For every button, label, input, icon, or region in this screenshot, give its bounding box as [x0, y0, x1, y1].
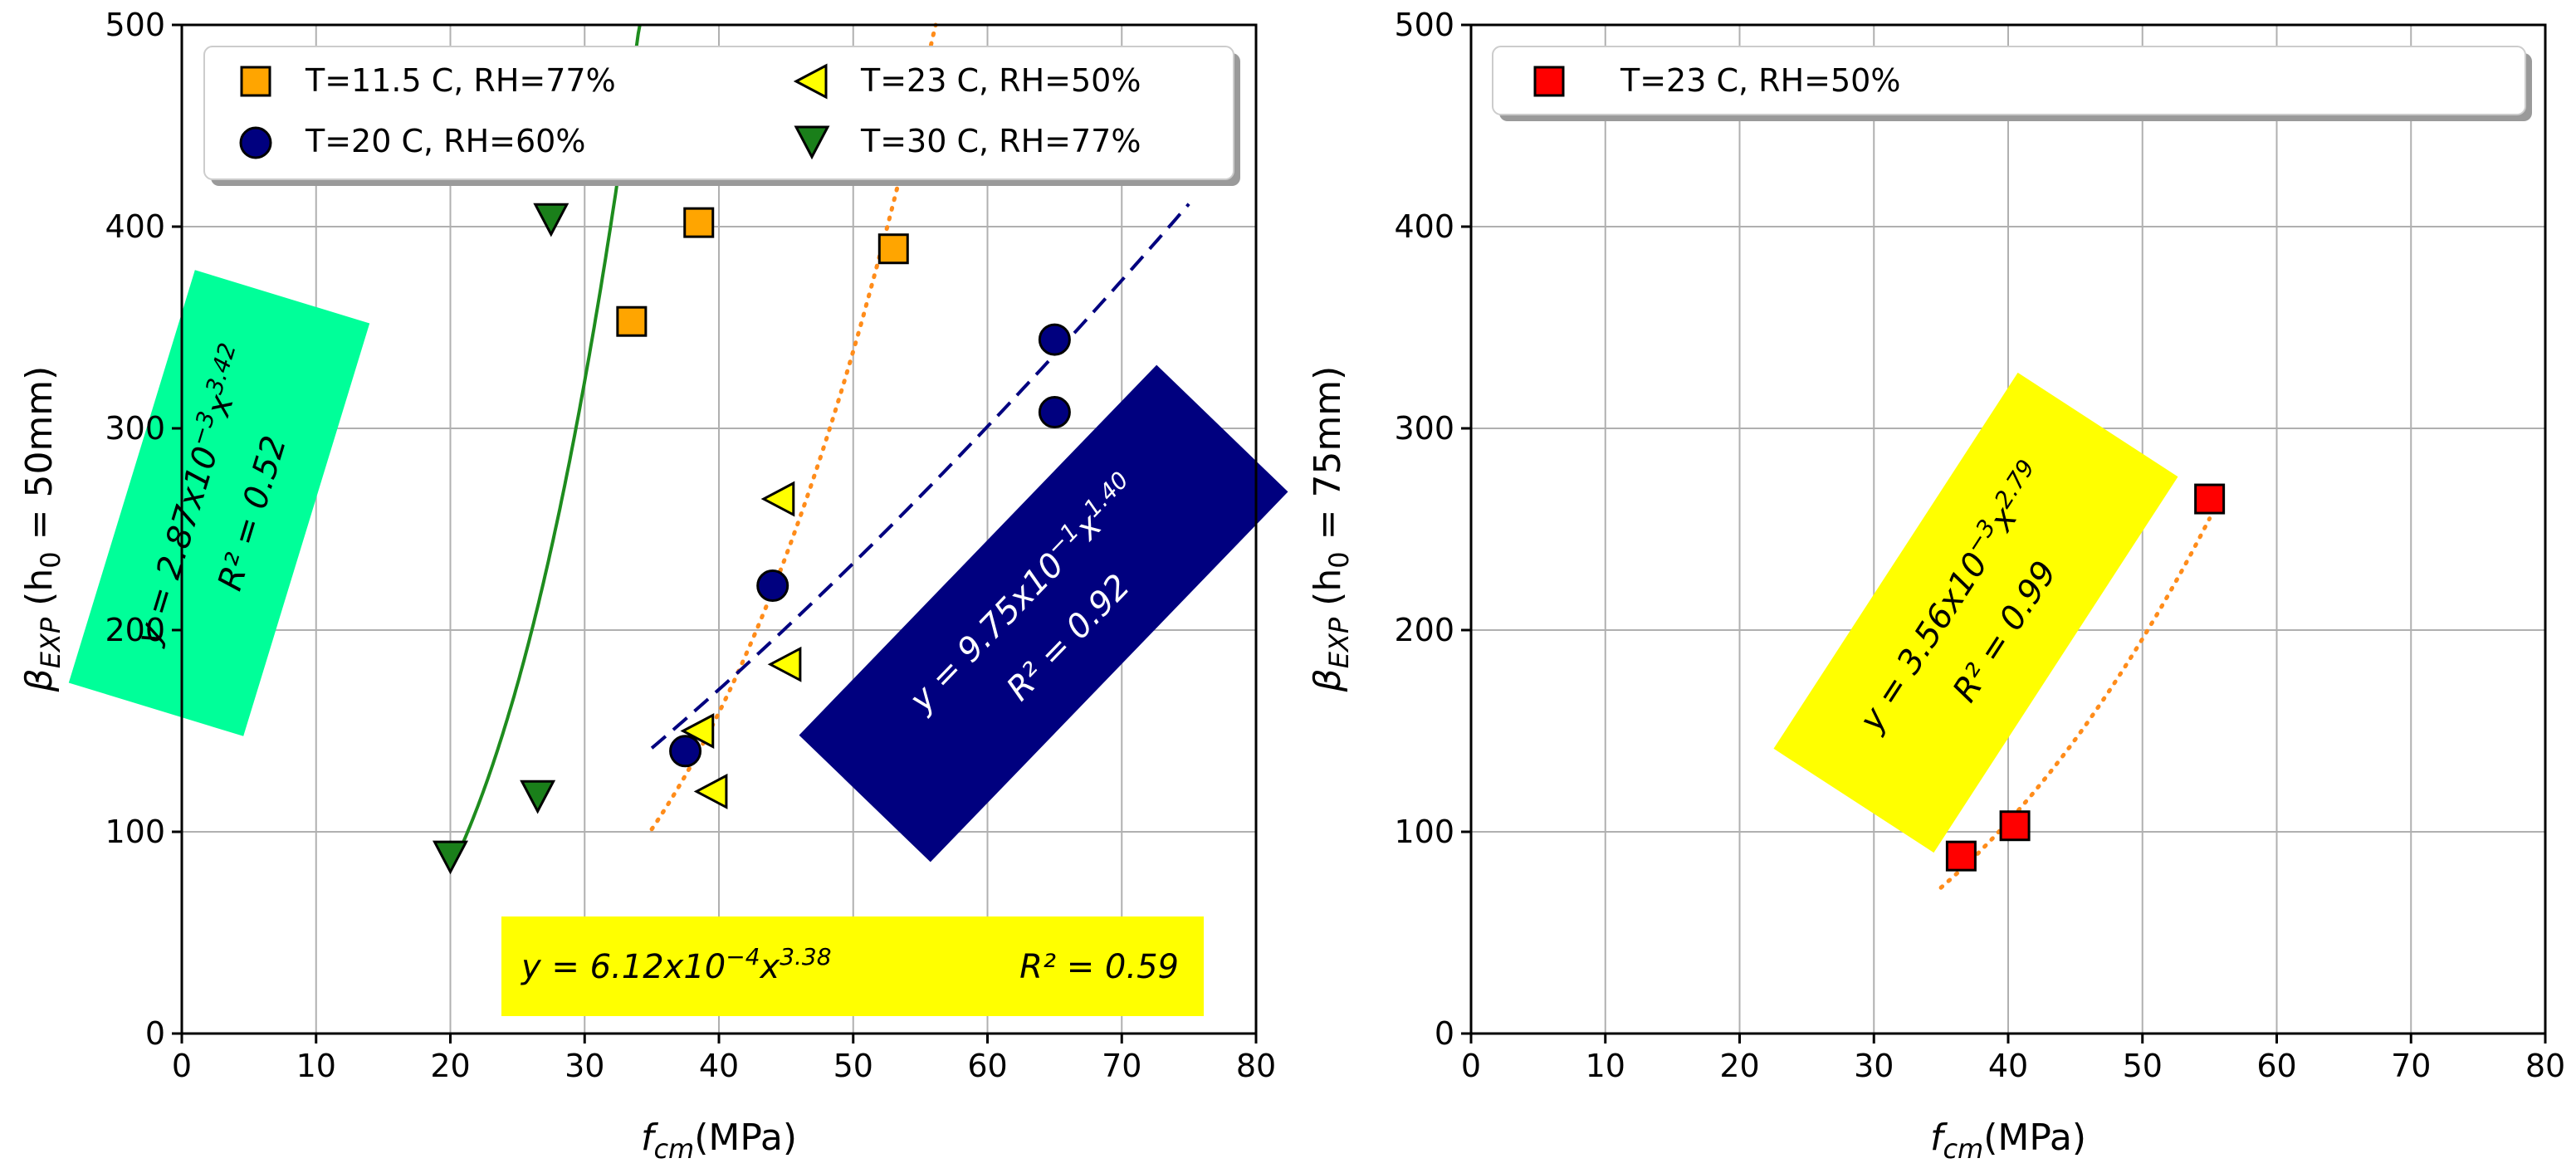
legend-marker-series-2: [239, 126, 272, 159]
x-tick-label: 70: [1102, 1048, 1141, 1084]
data-point-series-1: [1999, 810, 2031, 842]
data-point-series-1: [616, 305, 648, 337]
legend-label-series-3: T=23 C, RH=50%: [860, 62, 1141, 99]
data-point-series-3: [693, 773, 728, 809]
data-point-series-3: [767, 646, 802, 682]
y-tick-label: 0: [1435, 1015, 1454, 1052]
legend-marker-series-3: [793, 63, 828, 100]
x-tick-label: 0: [172, 1048, 192, 1084]
data-point-series-3: [680, 713, 715, 749]
data-point-series-2: [756, 569, 789, 603]
annotation-yellow-r2: R² = 0.59: [1019, 948, 1179, 986]
annotation-right-yellow-fit: y = 3.56x10−3x2.79 R² = 0.99: [1773, 372, 2178, 853]
y-tick-label: 200: [1394, 612, 1454, 648]
left-grid: [181, 24, 1257, 1034]
y-tick-label: 500: [105, 7, 165, 43]
legend-marker-series-1: [1533, 66, 1565, 97]
x-tick-label: 10: [296, 1048, 336, 1084]
y-tick-label: 400: [1394, 208, 1454, 245]
fit-curve-3: [650, 203, 1190, 750]
x-tick-label: 30: [565, 1048, 604, 1084]
data-point-series-2: [669, 735, 702, 768]
data-point-series-1: [877, 233, 909, 265]
y-tick-label: 400: [105, 208, 165, 245]
x-tick-label: 60: [2256, 1048, 2296, 1084]
data-point-series-4: [533, 203, 569, 237]
annotation-navy-fit: y = 9.75x10−1x1.40 R² = 0.92: [799, 364, 1288, 863]
annotation-green-bg: [68, 270, 370, 736]
right-legend: T=23 C, RH=50%: [1492, 46, 2532, 121]
legend-markers: [239, 63, 830, 160]
left-axis-ticks: 0 10 20 30 40 50 60 70 80 0 100 200 300 400 500: [105, 7, 1276, 1084]
legend-box: [1492, 46, 2526, 115]
x-tick-label: 10: [1586, 1048, 1625, 1084]
x-tick-label: 30: [1854, 1048, 1894, 1084]
y-tick-label: 200: [105, 612, 165, 648]
legend-marker-series-1: [240, 66, 271, 97]
legend-label-series-1: T=23 C, RH=50%: [1620, 62, 1900, 99]
right-chart-panel: y = 3.56x10−3x2.79 R² = 0.99 T=23 C, RH=…: [1307, 7, 2565, 1165]
x-tick-label: 40: [1988, 1048, 2028, 1084]
annotation-yellow-bg: [501, 916, 1204, 1016]
annotation-right-yellow-bg: [1773, 372, 2178, 853]
data-point-series-1: [683, 207, 715, 238]
data-point-series-1: [2194, 483, 2226, 515]
right-data-points: [1945, 483, 2226, 872]
x-tick-label: 80: [2525, 1048, 2565, 1084]
right-x-axis-label: fcm(MPa): [1930, 1117, 2086, 1165]
left-y-axis-label: βEXP (h0 = 50mm): [18, 366, 66, 693]
right-y-axis-label: βEXP (h0 = 75mm): [1307, 366, 1355, 693]
annotation-green-fit: y = 2.87x10−3x3.42 R² = 0.52: [68, 270, 370, 736]
x-tick-label: 0: [1461, 1048, 1481, 1084]
data-point-series-4: [520, 780, 556, 814]
annotation-yellow-equation: y = 6.12x10−4x3.38: [521, 943, 832, 986]
data-point-series-2: [1038, 396, 1071, 429]
data-point-series-4: [433, 840, 468, 875]
y-tick-label: 500: [1394, 7, 1454, 43]
x-tick-label: 50: [2123, 1048, 2163, 1084]
data-point-series-1: [1945, 840, 1977, 872]
annotation-yellow-fit: y = 6.12x10−4x3.38 R² = 0.59: [501, 916, 1204, 1016]
left-x-axis-label: fcm(MPa): [641, 1117, 797, 1165]
x-tick-label: 50: [833, 1048, 873, 1084]
x-tick-label: 40: [699, 1048, 739, 1084]
legend-label-series-2: T=20 C, RH=60%: [305, 123, 585, 159]
y-tick-label: 0: [145, 1015, 165, 1052]
legend-label-series-1: T=11.5 C, RH=77%: [305, 62, 616, 99]
x-tick-label: 20: [430, 1048, 470, 1084]
y-tick-label: 100: [105, 814, 165, 850]
fit-curve-1: [1938, 516, 2212, 890]
legend-markers: [1533, 66, 1565, 97]
y-tick-label: 100: [1394, 814, 1454, 850]
right-axis-ticks: 0 10 20 30 40 50 60 70 80 0 100 200 300 400 500: [1394, 7, 2565, 1084]
fit-curve-1: [448, 24, 642, 872]
x-tick-label: 80: [1236, 1048, 1276, 1084]
legend-marker-series-4: [794, 125, 830, 160]
y-tick-label: 300: [1394, 410, 1454, 447]
annotation-navy-bg: [799, 364, 1288, 863]
left-data-points: [433, 203, 1071, 875]
left-legend: T=11.5 C, RH=77% T=20 C, RH=60% T=23 C, …: [203, 46, 1240, 186]
data-point-series-2: [1038, 323, 1071, 356]
x-tick-label: 70: [2391, 1048, 2431, 1084]
x-tick-label: 20: [1719, 1048, 1759, 1084]
x-tick-label: 60: [967, 1048, 1007, 1084]
y-tick-label: 300: [105, 410, 165, 447]
legend-box: [203, 46, 1234, 180]
right-fit-curves: [1938, 516, 2212, 890]
data-point-series-3: [760, 481, 795, 517]
legend-label-series-4: T=30 C, RH=77%: [860, 123, 1141, 159]
left-chart-panel: y = 2.87x10−3x3.42 R² = 0.52 y = 9.75x10…: [18, 7, 1288, 1165]
